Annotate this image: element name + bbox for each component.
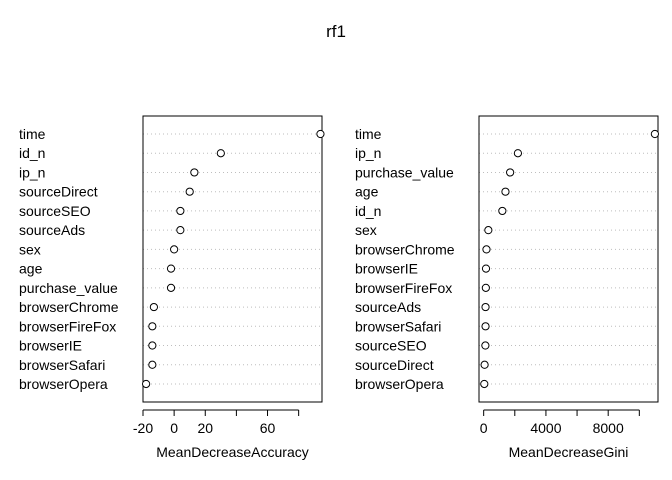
data-point [216, 149, 225, 158]
category-label: id_n [19, 145, 45, 161]
data-point [480, 360, 489, 369]
data-point [149, 302, 158, 312]
x-tick-label: 0 [170, 420, 178, 436]
category-label: ip_n [355, 145, 381, 161]
plot-frame [142, 115, 323, 403]
data-point [480, 379, 489, 389]
category-label: purchase_value [19, 280, 118, 296]
category-label: time [19, 126, 46, 142]
data-point [481, 322, 490, 331]
category-label: sourceDirect [355, 357, 434, 373]
accuracy-panel: time id_n ip_n sourceDirect sourceSEO sourceA… [19, 115, 325, 460]
data-point [482, 245, 491, 254]
x-axis-label: MeanDecreaseGini [509, 444, 629, 460]
category-label: sourceSEO [355, 338, 427, 354]
data-point [185, 187, 194, 196]
data-point [142, 379, 151, 389]
data-point [506, 168, 515, 177]
x-axis-label: MeanDecreaseAccuracy [156, 444, 309, 460]
data-point [481, 283, 490, 292]
category-label: sourceAds [355, 299, 421, 315]
data-point [166, 264, 176, 273]
figure-title: rf1 [326, 22, 346, 41]
data-point [481, 264, 491, 273]
category-label: browserIE [355, 261, 418, 277]
x-tick-label: 0 [480, 420, 488, 436]
category-label: sourceDirect [19, 184, 98, 200]
category-label: age [355, 184, 379, 200]
x-tick-label: 60 [260, 420, 276, 436]
x-tick-label: -20 [133, 420, 153, 436]
category-label: sex [355, 222, 377, 238]
plot-frame [478, 115, 659, 403]
category-label: ip_n [19, 164, 45, 180]
category-label: browserIE [19, 338, 82, 354]
data-point [316, 129, 325, 139]
category-label: browserChrome [19, 299, 119, 315]
data-point [481, 341, 490, 350]
category-label: id_n [355, 203, 381, 219]
category-label: browserFireFox [19, 318, 116, 334]
data-point [148, 341, 157, 350]
category-label: sex [19, 241, 41, 257]
category-label: browserOpera [19, 376, 108, 392]
data-point [148, 322, 157, 331]
data-point [176, 206, 185, 216]
data-point [650, 129, 659, 139]
x-tick-label: 20 [197, 420, 213, 436]
category-label: browserOpera [355, 376, 444, 392]
category-label: browserSafari [355, 318, 441, 334]
category-label: age [19, 261, 43, 277]
data-point [481, 302, 490, 312]
category-label: browserFireFox [355, 280, 452, 296]
data-point [190, 168, 199, 177]
category-label: purchase_value [355, 164, 454, 180]
category-label: browserSafari [19, 357, 105, 373]
category-label: browserChrome [355, 241, 455, 257]
category-label: sourceSEO [19, 203, 91, 219]
data-point [513, 149, 523, 158]
data-point [176, 226, 185, 235]
data-point [148, 360, 157, 369]
x-tick-label: 8000 [593, 420, 624, 436]
data-point [498, 206, 507, 216]
category-label: time [355, 126, 382, 142]
data-point [170, 245, 179, 254]
data-point [166, 283, 176, 292]
category-label: sourceAds [19, 222, 85, 238]
data-point [484, 226, 493, 235]
x-tick-label: 4000 [530, 420, 561, 436]
data-point [501, 187, 510, 196]
